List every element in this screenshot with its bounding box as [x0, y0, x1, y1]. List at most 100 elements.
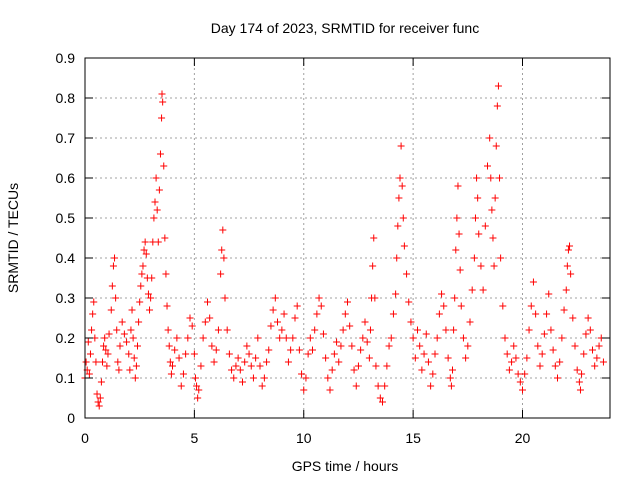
data-point: [127, 326, 135, 334]
data-point: [420, 350, 428, 358]
data-point: [341, 310, 349, 318]
data-point: [129, 334, 137, 342]
data-point: [383, 362, 391, 370]
data-point: [486, 134, 494, 142]
data-point: [161, 234, 169, 242]
data-point: [392, 290, 400, 298]
data-point: [96, 394, 104, 402]
data-point: [159, 98, 167, 106]
data-point: [374, 382, 382, 390]
data-point: [501, 334, 509, 342]
data-point: [532, 310, 540, 318]
data-point: [543, 310, 551, 318]
data-point: [591, 362, 599, 370]
y-tick-label: 0.9: [56, 50, 76, 66]
data-point: [534, 342, 542, 350]
data-point: [398, 182, 406, 190]
data-point: [411, 354, 419, 362]
data-point: [566, 242, 574, 250]
data-point: [369, 262, 377, 270]
data-point: [525, 326, 533, 334]
data-points: [81, 82, 607, 410]
data-point: [188, 322, 196, 330]
data-point: [593, 354, 601, 362]
data-point: [95, 402, 103, 410]
data-point: [134, 342, 141, 350]
x-tick-label: 0: [81, 430, 89, 446]
data-point: [195, 386, 203, 394]
data-point: [573, 366, 581, 374]
data-point: [464, 342, 472, 350]
data-point: [474, 194, 482, 202]
data-point: [571, 342, 579, 350]
data-point: [563, 262, 571, 270]
data-point: [446, 374, 454, 382]
data-point: [554, 374, 561, 382]
data-point: [440, 302, 448, 310]
data-point: [118, 318, 126, 326]
data-point: [105, 330, 113, 338]
data-point: [208, 342, 216, 350]
data-point: [454, 182, 462, 190]
data-point: [239, 378, 246, 386]
data-point: [243, 342, 251, 350]
data-point: [111, 254, 119, 262]
data-point: [144, 290, 152, 298]
data-point: [193, 382, 201, 390]
data-point: [108, 282, 116, 290]
data-point: [135, 318, 143, 326]
data-point: [125, 350, 133, 358]
y-tick-label: 0.4: [56, 250, 76, 266]
data-point: [225, 350, 233, 358]
data-point: [158, 114, 166, 122]
data-point: [494, 82, 502, 90]
data-point: [333, 338, 341, 346]
data-point: [140, 246, 148, 254]
data-point: [298, 370, 306, 378]
y-tick-label: 0.5: [56, 210, 76, 226]
data-point: [131, 374, 139, 382]
data-point: [162, 270, 170, 278]
data-point: [444, 354, 452, 362]
data-point: [146, 306, 154, 314]
data-point: [186, 314, 194, 322]
data-point: [173, 334, 181, 342]
data-point: [481, 222, 489, 230]
axis-ticks: 0 0.1 0.2 0.3 0.4 0.5 0.6 0.7 0.8 0.9 0 5 10 15 20: [56, 50, 610, 446]
data-point: [284, 358, 292, 366]
data-point: [549, 346, 557, 354]
data-point: [516, 378, 524, 386]
data-point: [179, 370, 187, 378]
data-point: [376, 394, 384, 402]
data-point: [514, 370, 522, 378]
data-point: [468, 286, 476, 294]
data-point: [232, 362, 240, 370]
data-point: [217, 270, 225, 278]
data-point: [508, 358, 516, 366]
data-point: [210, 358, 218, 366]
data-point: [152, 174, 160, 182]
data-point: [267, 322, 275, 330]
data-point: [247, 362, 255, 370]
data-point: [289, 334, 297, 342]
data-point: [447, 382, 455, 390]
data-point: [315, 294, 323, 302]
data-point: [584, 314, 592, 322]
data-point: [85, 370, 93, 378]
data-point: [177, 382, 185, 390]
data-point: [394, 222, 402, 230]
data-point: [142, 250, 150, 258]
chart-title: Day 174 of 2023, SRMTID for receiver fun…: [211, 20, 479, 36]
data-point: [184, 334, 192, 342]
data-point: [578, 370, 586, 378]
data-point: [324, 374, 332, 382]
data-point: [163, 302, 171, 310]
data-point: [101, 334, 109, 342]
data-point: [194, 394, 202, 402]
data-point: [130, 354, 138, 362]
data-point: [344, 298, 351, 306]
data-point: [564, 246, 572, 254]
data-point: [339, 326, 347, 334]
data-point: [582, 330, 590, 338]
data-point: [414, 326, 421, 334]
